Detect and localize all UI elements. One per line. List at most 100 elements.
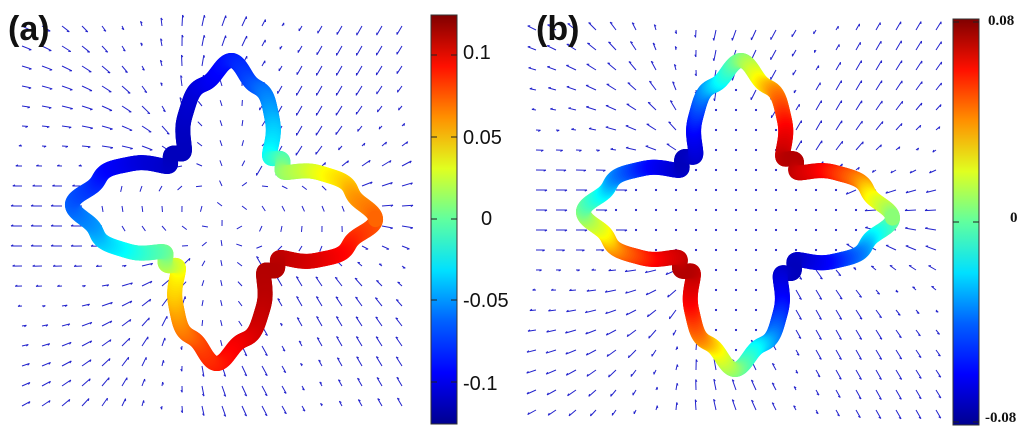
vector-field-arrow (755, 129, 757, 131)
vector-field-arrow (397, 46, 402, 54)
vector-field-arrow (936, 22, 941, 30)
vector-field-arrow (626, 148, 636, 150)
vector-field-arrow (816, 290, 822, 299)
vector-field-arrow (936, 42, 941, 50)
vector-field-arrow-head (589, 128, 591, 129)
vector-field-arrow (196, 186, 202, 187)
vector-field-arrow-head (940, 105, 941, 107)
vector-field-arrow (102, 321, 112, 326)
vector-field-arrow (896, 81, 902, 90)
vector-field-arrow (669, 122, 676, 130)
vector-field-arrow (281, 226, 282, 232)
vector-field-arrow-head (110, 129, 113, 130)
vector-field-arrow (732, 30, 736, 40)
vector-field-arrow (916, 22, 921, 31)
vector-field-arrow (301, 226, 302, 232)
vector-field-arrow-head (376, 281, 378, 282)
vector-field-arrow (566, 350, 576, 354)
vector-field-arrow (714, 30, 716, 41)
vector-field-arrow (102, 66, 110, 73)
vector-field-arrow (796, 290, 802, 300)
vector-field-arrow (856, 390, 861, 399)
vector-field-arrow (591, 410, 597, 416)
vector-field-arrow (816, 350, 821, 359)
vector-field-arrow (548, 410, 556, 415)
vector-field-arrow (586, 107, 596, 110)
vector-field-arrow (615, 209, 617, 211)
vector-field-arrow (815, 209, 817, 211)
vector-field-arrow (178, 186, 182, 190)
vector-field-arrow (237, 226, 242, 229)
vector-field-arrow (695, 189, 697, 191)
vector-field-arrow (715, 129, 717, 131)
vector-field-arrow (609, 42, 617, 50)
vector-field-arrow-head (591, 414, 592, 416)
vector-field-arrow (282, 186, 287, 189)
vector-field-arrow (182, 55, 183, 66)
vector-field-arrow-head (921, 103, 922, 105)
vector-field-arrow (316, 277, 322, 286)
vector-field-arrow-head (90, 128, 92, 129)
vector-field-arrow (566, 370, 576, 375)
vector-field-arrow (335, 277, 342, 286)
vector-field-arrow (635, 209, 637, 211)
vector-field-arrow-head (611, 394, 612, 397)
vector-field-arrow-head (606, 127, 608, 128)
vector-field-arrow (262, 366, 267, 376)
vector-field-arrow-head (108, 72, 110, 73)
vector-field-arrow (856, 42, 860, 50)
vector-field-arrow (715, 229, 717, 231)
vector-field-arrow (735, 129, 737, 131)
vector-field-arrow (587, 370, 596, 376)
vector-field-arrow (771, 70, 776, 80)
vector-field-arrow (589, 129, 596, 130)
vector-field-arrow (715, 109, 717, 111)
vector-field-arrow (336, 317, 342, 326)
vector-field-arrow (816, 101, 822, 111)
vector-field-arrow (122, 66, 128, 73)
vector-field-arrow (876, 145, 881, 150)
vector-field-arrow (262, 386, 267, 396)
vector-field-arrow (775, 189, 777, 191)
vector-field-arrow (566, 65, 576, 70)
vector-field-arrow (587, 43, 596, 50)
vector-field-arrow (376, 66, 382, 75)
vector-field-arrow (397, 66, 402, 74)
vector-field-arrow-head (548, 87, 551, 88)
vector-field-arrow (836, 141, 843, 150)
colorbar-a-tick-label: 0.05 (463, 127, 502, 150)
vector-field-arrow (377, 26, 382, 35)
vector-field-arrow (162, 226, 166, 231)
vector-field-arrow (836, 62, 841, 70)
vector-field-arrow-head (854, 268, 856, 269)
vector-field-arrow (242, 140, 244, 146)
vector-field-arrow (815, 229, 817, 231)
vector-field-arrow (755, 249, 757, 251)
vector-field-arrow (196, 164, 202, 166)
vector-field-arrow (182, 15, 183, 26)
vector-field-arrow-head (129, 338, 130, 340)
vector-field-arrow (297, 297, 303, 307)
vector-field-arrow (896, 22, 901, 30)
vector-field-arrow (528, 47, 536, 50)
vector-field-arrow (320, 246, 322, 252)
vector-field-arrow (357, 26, 362, 35)
vector-field-arrow (259, 226, 262, 231)
vector-field-arrow (317, 66, 323, 76)
vector-field-arrow (242, 386, 247, 396)
vector-field-arrow (916, 41, 922, 50)
colorbar-a-tick-label: 0 (481, 208, 492, 231)
vector-field-arrow (771, 30, 776, 40)
vector-field-arrow (162, 126, 169, 134)
vector-field-arrow (142, 106, 150, 114)
vector-field-arrow (377, 378, 382, 387)
vector-field-arrow (222, 36, 226, 46)
vector-field-arrow (547, 67, 556, 70)
vector-field-arrow (221, 320, 222, 326)
vector-field-arrow (792, 30, 796, 37)
vector-field-arrow (142, 357, 146, 366)
vector-field-arrow (317, 338, 322, 346)
vector-field-arrow (62, 106, 73, 109)
vector-field-arrow (896, 101, 903, 110)
vector-field-arrow-head (29, 69, 31, 70)
